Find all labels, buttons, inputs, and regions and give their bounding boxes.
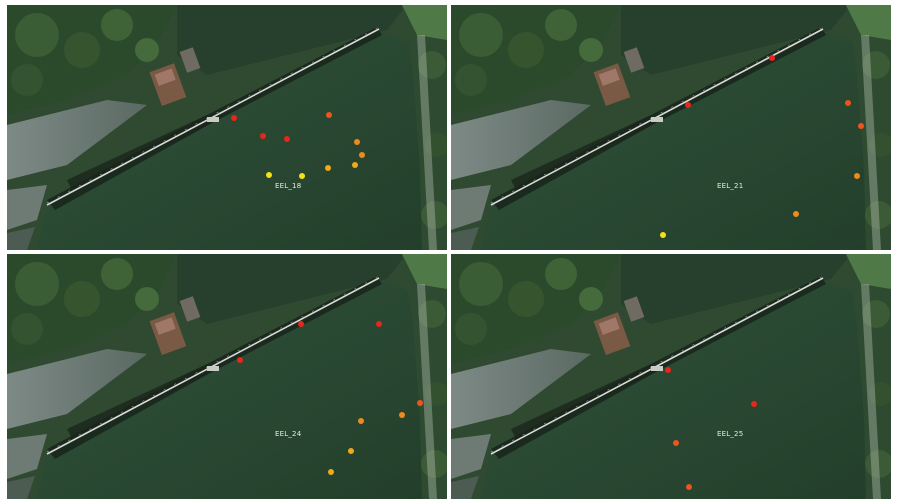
detection-point — [266, 172, 272, 178]
detection-point — [665, 367, 671, 373]
detection-point — [845, 100, 851, 106]
detection-point — [284, 136, 290, 142]
eel-id-label: EEL_24 — [275, 430, 302, 438]
detection-point — [260, 133, 266, 139]
detection-point — [854, 173, 860, 179]
detection-point — [376, 321, 382, 327]
map-panel-eel-21: EEL_21 — [451, 5, 891, 250]
detection-point — [359, 152, 365, 158]
map-panel-eel-25: EEL_25 — [451, 254, 891, 499]
eel-id-label: EEL_21 — [717, 182, 744, 190]
detection-point — [673, 440, 679, 446]
detection-point — [326, 112, 332, 118]
detection-point — [751, 401, 757, 407]
detection-point — [299, 173, 305, 179]
detection-points — [237, 321, 423, 475]
aerial-basemap — [7, 254, 447, 499]
aerial-basemap — [451, 254, 891, 499]
detection-point — [769, 55, 775, 61]
detection-point — [686, 484, 692, 490]
detection-point — [358, 418, 364, 424]
detection-point — [237, 357, 243, 363]
detection-points — [660, 55, 864, 238]
detection-point — [328, 469, 334, 475]
detection-point — [858, 123, 864, 129]
detection-point — [352, 162, 358, 168]
detection-point — [298, 321, 304, 327]
detection-point — [325, 165, 331, 171]
detection-point — [399, 412, 405, 418]
detection-point — [417, 400, 423, 406]
eel-id-label: EEL_25 — [717, 430, 744, 438]
detection-point — [793, 211, 799, 217]
detection-point — [348, 448, 354, 454]
eel-id-label: EEL_18 — [275, 182, 302, 190]
detection-point — [660, 232, 666, 238]
detection-point — [685, 102, 691, 108]
detection-point — [231, 115, 237, 121]
detection-points — [231, 112, 365, 179]
detection-points — [665, 367, 757, 490]
aerial-basemap — [7, 5, 447, 250]
map-panel-eel-18: EEL_18 — [7, 5, 447, 250]
detection-point — [354, 139, 360, 145]
map-panel-eel-24: EEL_24 — [7, 254, 447, 499]
aerial-basemap — [451, 5, 891, 250]
